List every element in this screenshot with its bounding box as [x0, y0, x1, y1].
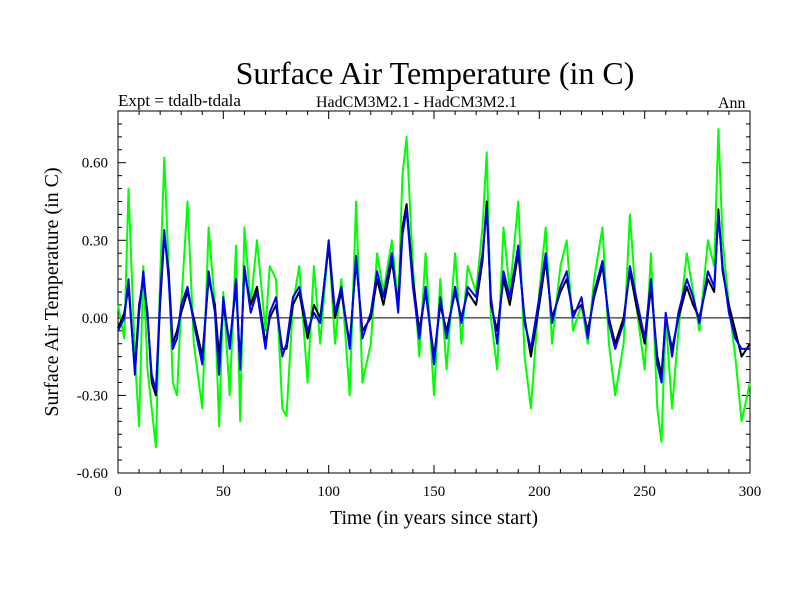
plot-frame	[117, 110, 751, 474]
x-tick-label: 150	[423, 484, 446, 500]
x-tick-label: 250	[633, 484, 656, 500]
y-tick-label: -0.60	[77, 466, 108, 482]
x-tick-label: 200	[528, 484, 551, 500]
x-tick-label: 100	[317, 484, 340, 500]
x-tick-label: 0	[114, 484, 122, 500]
season-label: Ann	[718, 95, 746, 112]
y-tick-label: 0.30	[82, 233, 108, 249]
chart-title: Surface Air Temperature (in C)	[235, 55, 635, 91]
experiment-label: Expt = tdalb-tdala	[118, 91, 241, 110]
x-tick-label: 300	[739, 484, 762, 500]
y-tick-label: 0.00	[82, 311, 108, 327]
series-lines	[117, 128, 751, 449]
x-tick-label: 50	[216, 484, 231, 500]
y-axis-label: Surface Air Temperature (in C)	[41, 167, 63, 416]
models-label: HadCM3M2.1 - HadCM3M2.1	[316, 94, 517, 111]
series-line-blue	[117, 208, 750, 392]
axis-ticks	[117, 110, 751, 474]
tick-labels: 0 50 100 150 200 250 300 -0.60 -0.30 0.00 0.30 0.60	[77, 156, 762, 500]
x-axis-label: Time (in years since start)	[330, 507, 538, 529]
series-line-green	[117, 128, 751, 449]
y-tick-label: -0.30	[77, 388, 108, 404]
y-tick-label: 0.60	[82, 156, 108, 172]
